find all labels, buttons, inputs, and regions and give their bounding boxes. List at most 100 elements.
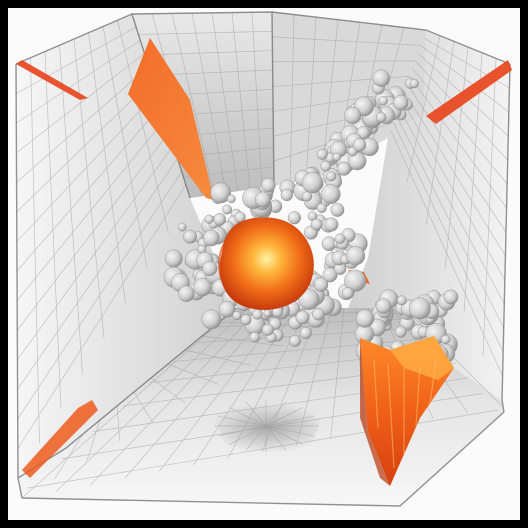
grid-line [217, 415, 267, 427]
smoke-puff [240, 314, 252, 326]
smoke-puff [254, 191, 271, 208]
smoke-puff [218, 301, 236, 318]
grid-line [116, 405, 121, 442]
smoke-puff [202, 260, 218, 277]
grid-line [16, 53, 145, 153]
smoke-puff [320, 160, 332, 172]
smoke-cloud [163, 69, 459, 372]
grid-line [211, 12, 239, 192]
smoke-puff [324, 217, 339, 232]
grid-line [265, 425, 315, 437]
smoke-puff [183, 229, 198, 244]
smoke-puff [326, 171, 337, 182]
left-floor-glow [22, 400, 98, 478]
grid-line [217, 425, 267, 437]
grid-line [265, 407, 303, 427]
grid-line [86, 419, 101, 461]
grid-line [395, 114, 505, 329]
grid-line [56, 307, 249, 492]
smoke-puff [346, 246, 366, 266]
smoke-puff [376, 111, 387, 123]
grid-line [420, 45, 510, 113]
grid-line [265, 425, 287, 451]
smoke-puff [408, 297, 431, 320]
grid-line [406, 83, 507, 233]
smoke-puff [227, 194, 236, 204]
smoke-puff [352, 138, 367, 152]
smoke-puff [393, 94, 409, 111]
smoke-puff [372, 69, 390, 87]
smoke-puff [202, 229, 220, 247]
grid-line [133, 391, 153, 423]
smoke-puff [263, 309, 272, 318]
fireball [218, 217, 314, 310]
smoke-puff [260, 177, 276, 193]
smoke-puff [164, 249, 183, 268]
back-wall-right [272, 12, 426, 186]
grid-line [27, 409, 499, 489]
smoke-puff [178, 285, 195, 302]
grid-line [322, 19, 339, 166]
smoke-puff [213, 212, 227, 226]
grid-line [16, 66, 149, 183]
grid-line [15, 26, 137, 94]
smoke-puff [312, 308, 325, 321]
smoke-puff [409, 78, 419, 89]
smoke-puff [322, 267, 338, 283]
grid-line [201, 335, 283, 347]
grid-line [171, 13, 215, 195]
grid-line [16, 92, 158, 242]
grid-line [412, 68, 508, 185]
smoke-puff [441, 334, 451, 345]
grid-line [21, 307, 237, 499]
back-wall [132, 12, 274, 198]
grid-line [17, 132, 170, 331]
grid-line [16, 105, 162, 272]
grid-line [16, 118, 166, 301]
smoke-puff [252, 309, 263, 320]
top-right-edge-glow [426, 60, 512, 124]
smoke-puff [261, 323, 274, 336]
grid-line [403, 91, 506, 257]
grid-line [295, 307, 333, 446]
smoke-puff [313, 277, 329, 292]
smoke-puff [396, 295, 407, 306]
grid-line [231, 12, 251, 190]
grid-line [124, 307, 273, 479]
grid-line [265, 401, 287, 427]
grid-line [390, 130, 503, 377]
grid-line [245, 401, 267, 427]
smoke-puff [299, 327, 312, 340]
smoke-puff [316, 148, 328, 160]
smoke-puff [375, 298, 392, 314]
grid-line [90, 307, 261, 486]
grid-line [227, 307, 309, 459]
grid-line [191, 13, 227, 193]
smoke-puff [204, 214, 214, 224]
grid-line [229, 425, 267, 445]
smoke-puff [201, 309, 222, 330]
orange-shard [128, 38, 214, 200]
grid-line [393, 122, 504, 353]
smoke-puff [222, 204, 233, 215]
smoke-puff [443, 289, 459, 305]
smoke-puff [394, 325, 407, 338]
grid-line [265, 415, 315, 427]
grid-line [289, 14, 295, 180]
grid-line [174, 337, 432, 362]
grid-line [265, 425, 303, 445]
grid-line [272, 60, 416, 63]
left-wall [16, 14, 236, 478]
grid-line [17, 171, 183, 420]
grid-line [17, 145, 174, 360]
smoke-puff [289, 334, 301, 347]
smoke-puff [332, 152, 341, 162]
cube-illustration [15, 11, 512, 507]
smoke-puff [193, 278, 212, 297]
smoke-puff [330, 202, 345, 217]
smoke-puff [316, 202, 327, 213]
top-left-edge-glow [16, 60, 88, 100]
grid-line [17, 158, 178, 390]
smoke-puff [344, 106, 362, 124]
